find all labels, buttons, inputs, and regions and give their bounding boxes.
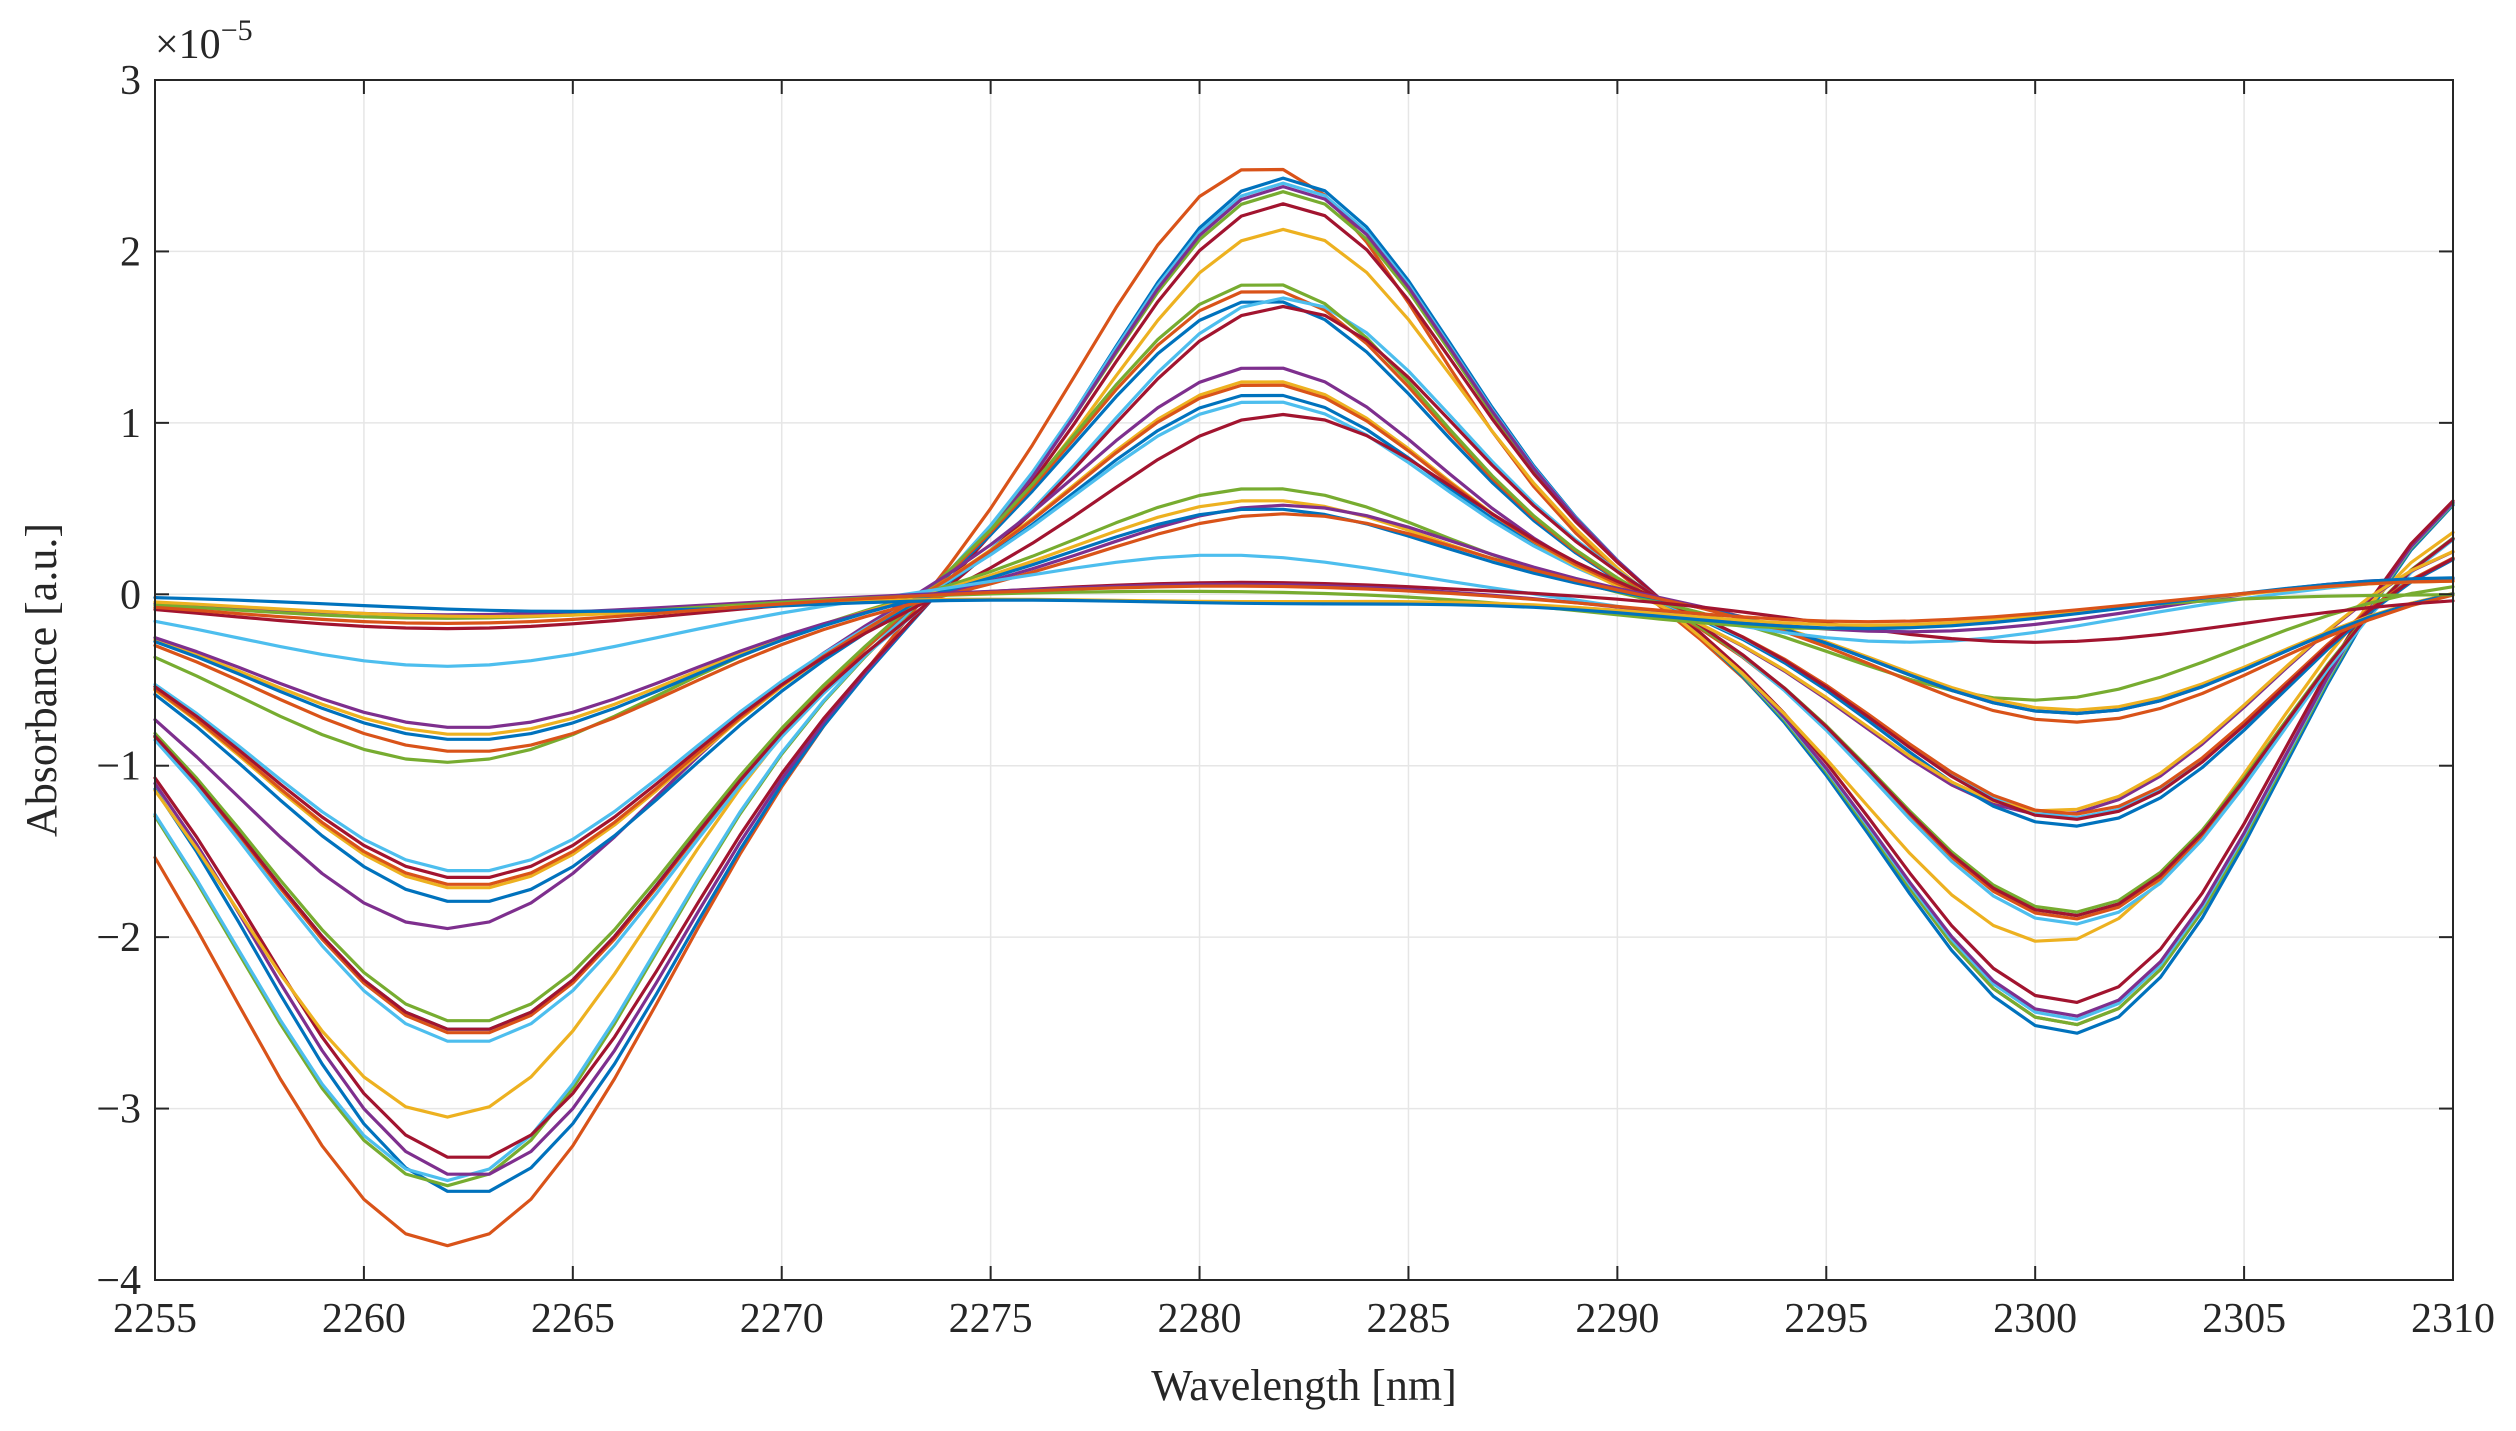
series-line-3 xyxy=(153,190,2455,1188)
series-line-4 xyxy=(153,181,2455,1183)
series-lines xyxy=(153,167,2455,1248)
y-axis-label: Absorbance [a.u.] xyxy=(17,523,66,837)
x-tick-label: 2305 xyxy=(2202,1296,2286,1342)
series-line-11 xyxy=(153,283,2455,1023)
series-line-14 xyxy=(153,393,2455,903)
series-line-5 xyxy=(153,185,2455,1176)
series-line-30 xyxy=(153,579,2455,626)
x-tick-label: 2270 xyxy=(740,1296,824,1342)
y-exponent-base: ×10 xyxy=(155,22,221,68)
y-tick-labels: −4 −3 −2 −1 0 1 2 3 xyxy=(96,58,141,1304)
series-line-7 xyxy=(153,227,2455,1119)
y-tick-label: 1 xyxy=(120,401,141,447)
series-line-13 xyxy=(153,366,2455,931)
series-line-22 xyxy=(153,507,2455,741)
series-line-19 xyxy=(153,487,2455,764)
x-axis-label: Wavelength [nm] xyxy=(1151,1361,1457,1410)
x-tick-labels: 2255 2260 2265 2270 2275 2280 2285 2290 2295 2300… xyxy=(113,1296,2495,1342)
series-line-26 xyxy=(153,577,2455,634)
y-tick-label: −3 xyxy=(96,1087,141,1133)
x-tick-label: 2280 xyxy=(1158,1296,1242,1342)
tick-marks xyxy=(154,79,2454,1281)
series-line-20 xyxy=(153,499,2455,736)
axes-box xyxy=(154,79,2454,1281)
series-line-28 xyxy=(153,579,2455,627)
y-tick-label: 0 xyxy=(120,572,141,618)
x-tick-label: 2285 xyxy=(1366,1296,1450,1342)
series-line-6 xyxy=(153,202,2455,1159)
x-tick-label: 2310 xyxy=(2411,1296,2495,1342)
x-tick-label: 2295 xyxy=(1784,1296,1868,1342)
series-line-17 xyxy=(153,383,2455,886)
x-tick-label: 2260 xyxy=(322,1296,406,1342)
series-line-24 xyxy=(153,553,2455,668)
y-exponent-label: ×10−5 xyxy=(155,14,253,68)
x-tick-label: 2255 xyxy=(113,1296,197,1342)
series-line-2 xyxy=(153,176,2455,1193)
series-line-16 xyxy=(153,380,2455,890)
series-line-18 xyxy=(153,412,2455,880)
series-line-12 xyxy=(153,304,2455,1031)
x-tick-label: 2265 xyxy=(531,1296,615,1342)
series-line-15 xyxy=(153,400,2455,873)
x-tick-label: 2300 xyxy=(1993,1296,2077,1342)
x-tick-label: 2275 xyxy=(949,1296,1033,1342)
series-line-23 xyxy=(153,512,2455,753)
y-tick-label: −2 xyxy=(96,915,141,961)
y-exponent-power: −5 xyxy=(221,14,253,47)
series-line-29 xyxy=(153,576,2455,631)
series-line-10 xyxy=(153,296,2455,1043)
y-tick-label: −4 xyxy=(96,1258,141,1304)
x-tick-label: 2290 xyxy=(1575,1296,1659,1342)
series-line-8 xyxy=(153,300,2455,1031)
y-tick-label: 2 xyxy=(120,229,141,275)
series-line-25 xyxy=(153,580,2455,644)
y-tick-label: 3 xyxy=(120,58,141,104)
y-tick-label: −1 xyxy=(96,744,141,790)
